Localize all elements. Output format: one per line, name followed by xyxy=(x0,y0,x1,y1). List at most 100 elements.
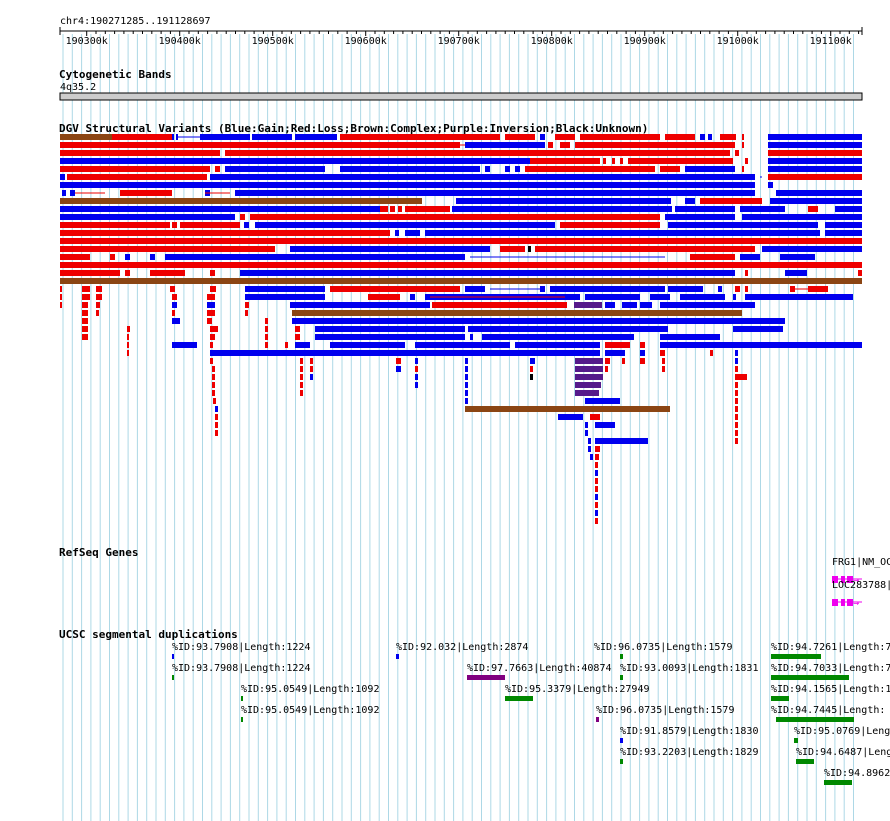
dgv-variant[interactable] xyxy=(510,350,600,356)
dgv-variant[interactable] xyxy=(595,446,600,452)
dgv-variant[interactable] xyxy=(60,142,360,148)
dgv-variant[interactable] xyxy=(605,302,615,308)
dgv-variant[interactable] xyxy=(650,294,670,300)
dgv-variant[interactable] xyxy=(415,382,418,388)
dgv-variant[interactable] xyxy=(465,358,468,364)
dgv-variant[interactable] xyxy=(660,302,755,308)
dgv-variant[interactable] xyxy=(395,230,399,236)
dgv-variant[interactable] xyxy=(172,310,175,316)
dgv-variant[interactable] xyxy=(67,174,207,180)
dgv-variant[interactable] xyxy=(172,302,177,308)
dgv-variant[interactable] xyxy=(595,486,598,492)
segdup-feature[interactable] xyxy=(776,717,854,722)
dgv-variant[interactable] xyxy=(340,166,480,172)
dgv-variant[interactable] xyxy=(207,294,215,300)
dgv-variant[interactable] xyxy=(170,286,175,292)
dgv-variant[interactable] xyxy=(300,374,303,380)
dgv-variant[interactable] xyxy=(127,342,129,348)
dgv-variant[interactable] xyxy=(415,366,418,372)
dgv-variant[interactable] xyxy=(808,206,818,212)
dgv-variant[interactable] xyxy=(733,318,785,324)
dgv-variant[interactable] xyxy=(465,142,545,148)
dgv-variant[interactable] xyxy=(555,134,575,140)
segdup-feature[interactable] xyxy=(241,717,243,722)
dgv-variant[interactable] xyxy=(255,222,555,228)
dgv-variant[interactable] xyxy=(622,302,637,308)
dgv-variant[interactable] xyxy=(82,318,88,324)
dgv-variant[interactable] xyxy=(595,494,598,500)
dgv-variant[interactable] xyxy=(212,382,215,388)
dgv-variant[interactable] xyxy=(590,454,593,460)
dgv-variant[interactable] xyxy=(310,358,313,364)
dgv-variant[interactable] xyxy=(60,238,862,244)
dgv-variant[interactable] xyxy=(125,270,130,276)
segdup-feature[interactable] xyxy=(771,675,849,680)
dgv-variant[interactable] xyxy=(570,294,580,300)
dgv-variant[interactable] xyxy=(456,198,671,204)
dgv-variant[interactable] xyxy=(665,134,695,140)
dgv-variant[interactable] xyxy=(585,398,620,404)
dgv-variant[interactable] xyxy=(60,198,422,204)
dgv-variant[interactable] xyxy=(452,206,672,212)
segdup-label[interactable]: %ID:97.7663|Length:40874 xyxy=(467,663,612,674)
dgv-variant[interactable] xyxy=(595,478,598,484)
dgv-variant[interactable] xyxy=(700,134,705,140)
dgv-variant[interactable] xyxy=(172,222,177,228)
dgv-variant[interactable] xyxy=(60,254,90,260)
dgv-variant[interactable] xyxy=(665,214,735,220)
segdup-label[interactable]: %ID:94.7445|Length: xyxy=(771,705,885,716)
dgv-variant[interactable] xyxy=(768,142,862,148)
dgv-variant[interactable] xyxy=(710,350,713,356)
dgv-variant[interactable] xyxy=(735,150,739,156)
dgv-variant[interactable] xyxy=(172,294,177,300)
segdup-label[interactable]: %ID:94.1565|Length:1 xyxy=(771,684,890,695)
dgv-variant[interactable] xyxy=(60,174,65,180)
dgv-variant[interactable] xyxy=(300,390,303,396)
dgv-variant[interactable] xyxy=(500,246,525,252)
dgv-variant[interactable] xyxy=(768,134,862,140)
dgv-variant[interactable] xyxy=(745,270,748,276)
dgv-variant[interactable] xyxy=(708,134,712,140)
segdup-label[interactable]: %ID:94.7261|Length:7 xyxy=(771,642,890,653)
segdup-feature[interactable] xyxy=(172,654,174,659)
dgv-variant[interactable] xyxy=(292,318,742,324)
dgv-variant[interactable] xyxy=(300,358,303,364)
dgv-variant[interactable] xyxy=(285,342,288,348)
dgv-variant[interactable] xyxy=(505,134,535,140)
dgv-variant[interactable] xyxy=(660,342,862,348)
segdup-feature[interactable] xyxy=(620,759,623,764)
dgv-variant[interactable] xyxy=(310,366,313,372)
dgv-variant[interactable] xyxy=(745,286,748,292)
dgv-variant[interactable] xyxy=(605,366,608,372)
dgv-variant[interactable] xyxy=(668,222,818,228)
dgv-variant[interactable] xyxy=(735,406,738,412)
refseq-gene-label[interactable]: LOC283788| xyxy=(832,580,890,591)
dgv-variant[interactable] xyxy=(685,166,735,172)
dgv-variant[interactable] xyxy=(808,286,828,292)
refseq-gene-label[interactable]: FRG1|NM_OC xyxy=(832,557,890,568)
dgv-variant[interactable] xyxy=(96,310,99,316)
dgv-variant[interactable] xyxy=(735,286,740,292)
dgv-variant[interactable] xyxy=(212,390,215,396)
dgv-variant[interactable] xyxy=(640,358,645,364)
dgv-variant[interactable] xyxy=(742,166,744,172)
dgv-variant[interactable] xyxy=(470,334,473,340)
dgv-variant[interactable] xyxy=(465,382,468,388)
dgv-variant[interactable] xyxy=(235,190,755,196)
dgv-variant[interactable] xyxy=(396,358,401,364)
dgv-variant[interactable] xyxy=(252,134,292,140)
dgv-variant[interactable] xyxy=(675,206,735,212)
dgv-variant[interactable] xyxy=(580,134,600,140)
dgv-variant[interactable] xyxy=(315,334,465,340)
dgv-variant[interactable] xyxy=(585,294,640,300)
dgv-variant[interactable] xyxy=(605,350,625,356)
dgv-variant[interactable] xyxy=(210,326,218,332)
dgv-variant[interactable] xyxy=(770,198,862,204)
dgv-variant[interactable] xyxy=(776,190,862,196)
segdup-feature[interactable] xyxy=(771,696,789,701)
dgv-variant[interactable] xyxy=(425,230,820,236)
dgv-variant[interactable] xyxy=(265,342,268,348)
segdup-feature[interactable] xyxy=(172,675,174,680)
dgv-variant[interactable] xyxy=(720,134,736,140)
dgv-variant[interactable] xyxy=(62,190,66,196)
